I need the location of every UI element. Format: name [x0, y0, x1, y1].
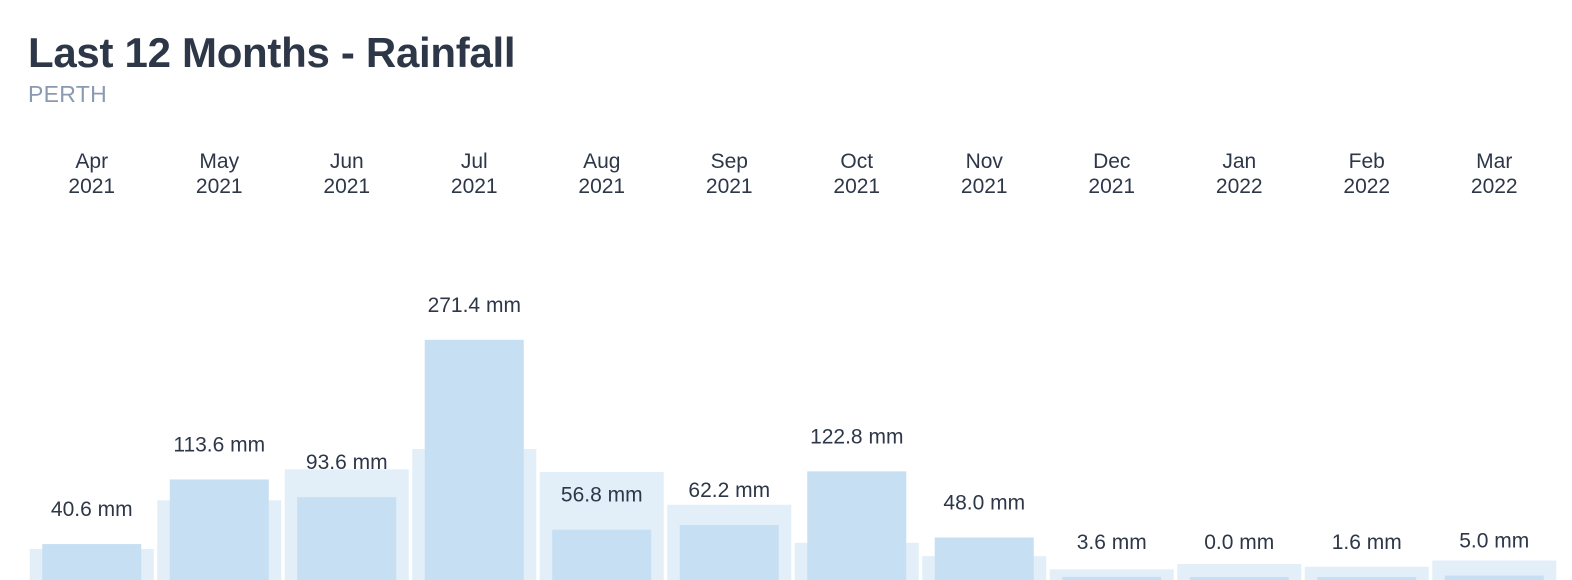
year-tick-label: 2021 — [196, 175, 243, 198]
data-label: 113.6 mm — [173, 433, 265, 456]
rainfall-bar — [1317, 577, 1417, 580]
chart-title: Last 12 Months - Rainfall — [28, 29, 516, 76]
rainfall-bar — [297, 497, 397, 580]
month-tick-label: Oct — [840, 150, 873, 173]
month-tick-label: Jul — [461, 150, 488, 173]
year-tick-label: 2022 — [1343, 175, 1390, 198]
background-bar — [1304, 566, 1429, 580]
year-tick-label: 2021 — [68, 175, 115, 198]
chart-subtitle: PERTH — [28, 81, 108, 107]
year-tick-label: 2021 — [323, 175, 370, 198]
month-tick-label: Mar — [1476, 150, 1512, 173]
month-tick-label: Aug — [583, 150, 620, 173]
rainfall-bar — [42, 544, 142, 580]
rainfall-bar — [807, 471, 907, 580]
rainfall-bar — [552, 529, 652, 580]
year-tick-label: 2022 — [1471, 175, 1518, 198]
data-label: 56.8 mm — [561, 484, 643, 507]
rainfall-bar — [1189, 577, 1289, 580]
data-label: 3.6 mm — [1077, 531, 1147, 554]
month-tick-label: Nov — [966, 150, 1004, 173]
month-tick-label: Jan — [1222, 150, 1256, 173]
data-label: 122.8 mm — [810, 425, 903, 448]
rainfall-bar — [1444, 575, 1544, 580]
rainfall-bar — [169, 479, 269, 580]
rainfall-bar — [424, 339, 524, 580]
rainfall-bar — [934, 537, 1034, 580]
year-tick-label: 2021 — [833, 175, 880, 198]
rainfall-bar — [679, 524, 779, 580]
data-label: 271.4 mm — [428, 294, 521, 317]
year-tick-label: 2021 — [961, 175, 1008, 198]
year-tick-label: 2022 — [1216, 175, 1263, 198]
rainfall-bar — [1062, 576, 1162, 580]
data-label: 93.6 mm — [306, 451, 388, 474]
month-tick-label: May — [199, 150, 239, 173]
month-tick-label: Feb — [1349, 150, 1385, 173]
background-bar — [1049, 569, 1174, 580]
data-label: 48.0 mm — [943, 492, 1025, 515]
month-tick-label: Sep — [711, 150, 748, 173]
month-tick-label: Apr — [75, 150, 108, 173]
year-tick-label: 2021 — [578, 175, 625, 198]
data-label: 5.0 mm — [1459, 530, 1529, 553]
data-label: 62.2 mm — [688, 479, 770, 502]
data-label: 1.6 mm — [1332, 531, 1402, 554]
month-tick-label: Jun — [330, 150, 364, 173]
data-label: 0.0 mm — [1204, 531, 1274, 554]
background-bar — [1177, 564, 1302, 580]
year-tick-label: 2021 — [1088, 175, 1135, 198]
background-bar — [1432, 560, 1557, 580]
data-label: 40.6 mm — [51, 498, 133, 521]
year-tick-label: 2021 — [706, 175, 753, 198]
year-tick-label: 2021 — [451, 175, 498, 198]
month-tick-label: Dec — [1093, 150, 1130, 173]
